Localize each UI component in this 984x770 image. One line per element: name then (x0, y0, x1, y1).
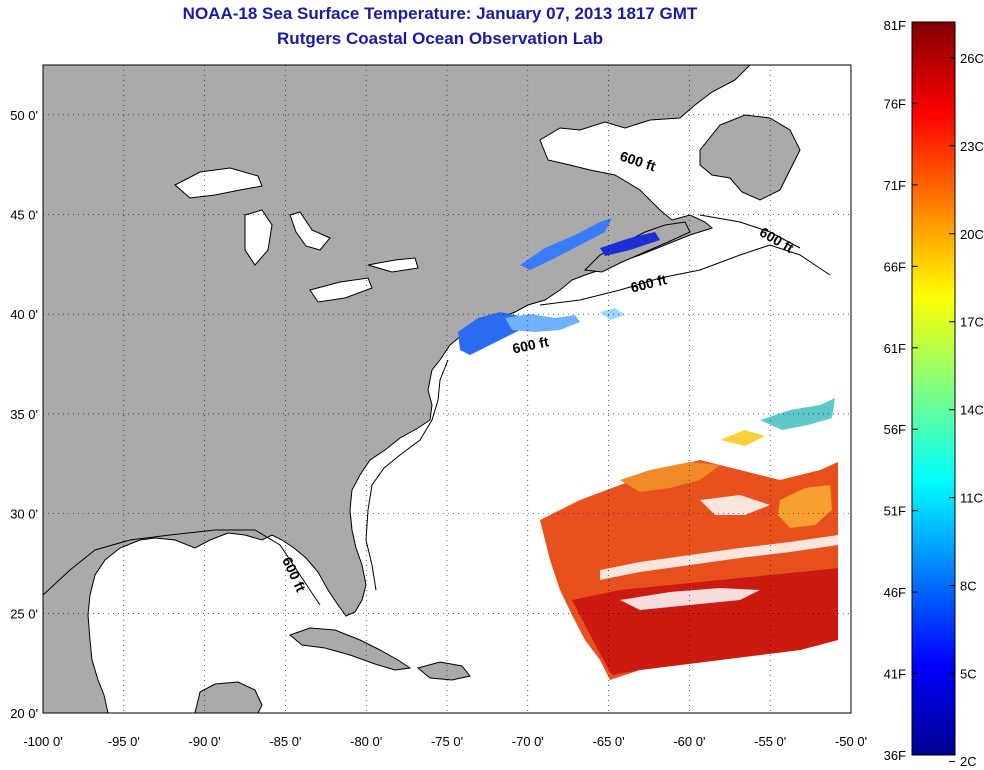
longitude-tick-label: -50 0' (835, 734, 867, 749)
longitude-ticks: -100 0' -95 0' -90 0' -85 0' -80 0' -75 0' -70… (23, 734, 867, 749)
colorbar-c-label: 11C (960, 491, 983, 506)
colorbar-f-label: 81F (884, 18, 906, 33)
longitude-tick-label: -70 0' (512, 734, 544, 749)
latitude-tick-label: 45 0' (10, 208, 38, 223)
map-frame (42, 64, 852, 714)
colorbar-c-label: 8C (960, 579, 977, 594)
land-yucatan (194, 681, 263, 713)
colorbar-f-label: 51F (884, 504, 906, 519)
longitude-tick-label: -80 0' (350, 734, 382, 749)
latitude-tick-label: 50 0' (10, 108, 38, 123)
longitude-tick-label: -100 0' (23, 734, 62, 749)
colorbar-c-label: 17C (960, 315, 984, 330)
colorbar-fahrenheit-labels: 81F 76F 71F 66F 61F 56F 51F 46F 41F 36F (884, 18, 918, 763)
latitude-tick-label: 20 0' (10, 706, 38, 721)
latitude-tick-label: 30 0' (10, 507, 38, 522)
colorbar-f-label: 46F (884, 585, 906, 600)
colorbar-f-label: 66F (884, 259, 906, 274)
latitude-tick-label: 40 0' (10, 307, 38, 322)
sst-data-layer (458, 218, 838, 680)
longitude-tick-label: -95 0' (108, 734, 140, 749)
colorbar-f-label: 71F (884, 178, 906, 193)
latitude-tick-label: 25 0' (10, 606, 38, 621)
longitude-tick-label: -90 0' (189, 734, 221, 749)
longitude-tick-label: -85 0' (269, 734, 301, 749)
land-north-america (43, 65, 751, 713)
colorbar-c-label: 14C (960, 403, 984, 418)
land-newfoundland (699, 114, 801, 201)
colorbar-f-label: 61F (884, 341, 906, 356)
land-hispaniola (416, 661, 471, 681)
colorbar-c-label: 5C (960, 667, 977, 682)
colorbar-c-label: 26C (960, 51, 984, 66)
great-lakes (174, 167, 419, 303)
longitude-tick-label: -65 0' (593, 734, 625, 749)
colorbar (911, 21, 956, 756)
latitude-ticks: 50 0' 45 0' 40 0' 35 0' 30 0' 25 0' 20 0' (10, 108, 38, 721)
colorbar-c-label: 2C (960, 754, 977, 769)
map-grid (43, 65, 851, 713)
longitude-tick-label: -75 0' (431, 734, 463, 749)
isobath-label: 600 ft (511, 333, 550, 356)
land-cuba (289, 627, 412, 671)
latitude-tick-label: 35 0' (10, 407, 38, 422)
colorbar-f-label: 36F (884, 748, 906, 763)
colorbar-f-label: 41F (884, 667, 906, 682)
colorbar-c-label: 20C (960, 227, 984, 242)
colorbar-celsius-labels: 26C 23C 20C 17C 14C 11C 8C 5C 2C (949, 51, 984, 769)
colorbar-f-label: 76F (884, 96, 906, 111)
longitude-tick-label: -60 0' (673, 734, 705, 749)
map-title: NOAA-18 Sea Surface Temperature: January… (182, 4, 698, 23)
colorbar-c-label: 23C (960, 139, 984, 154)
longitude-tick-label: -55 0' (754, 734, 786, 749)
map-subtitle: Rutgers Coastal Ocean Observation Lab (277, 29, 603, 48)
isobath-600ft (43, 214, 831, 606)
colorbar-f-label: 56F (884, 422, 906, 437)
